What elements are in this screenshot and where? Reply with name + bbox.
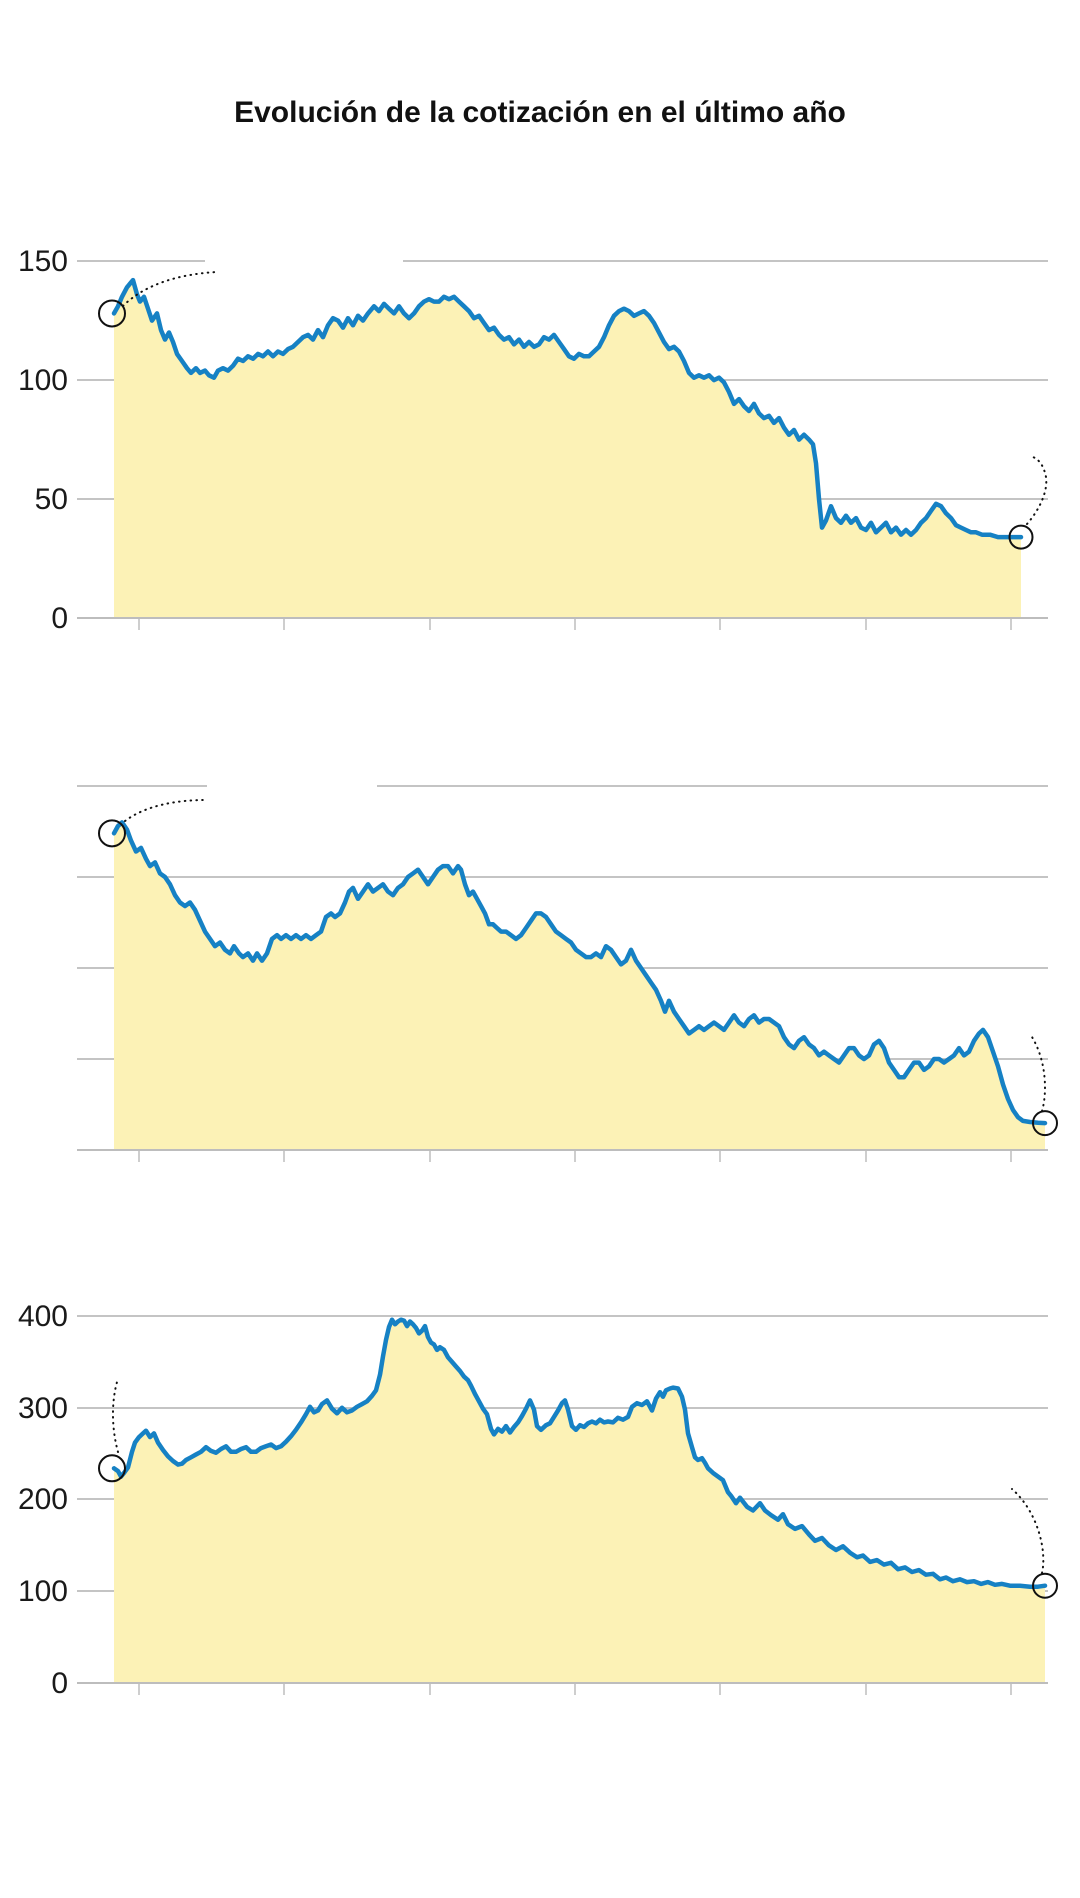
chart-2-line	[111, 820, 1048, 1126]
chart-1: 150 100 50 0	[18, 245, 1048, 635]
chart-3-end-marker	[1032, 1572, 1058, 1599]
chart-2-start-marker	[98, 819, 126, 848]
chart-3-y-axis-label: 400	[18, 1300, 68, 1333]
chart-3-y-axis-label: 300	[18, 1392, 68, 1425]
chart-1-y-axis-label: 100	[18, 364, 68, 397]
chart-3-end-callout-curve	[1011, 1488, 1045, 1574]
chart-3-area	[114, 1319, 1045, 1683]
chart-2-area	[114, 822, 1045, 1150]
chart-1-start-marker	[98, 299, 126, 328]
chart-3-y-axis-label: 0	[51, 1667, 68, 1700]
chart-1-y-axis-label: 50	[35, 483, 68, 516]
chart-3-y-axis-label: 200	[18, 1483, 68, 1516]
chart-2	[77, 785, 1058, 1162]
chart-2-end-marker	[1032, 1110, 1058, 1137]
page-title: Evolución de la cotización en el último …	[234, 96, 846, 129]
chart-3-start-callout-curve	[111, 1381, 119, 1453]
chart-3-line	[111, 1317, 1048, 1589]
chart-2-start-callout-curve	[124, 799, 207, 822]
chart-1-end-marker	[1008, 524, 1034, 550]
chart-3-start-marker	[98, 1454, 126, 1483]
chart-1-line	[111, 277, 1024, 540]
chart-3-y-axis-label: 100	[18, 1575, 68, 1608]
chart-1-y-axis-label: 0	[51, 602, 68, 635]
chart-3: 400 300 200 100 0	[18, 1300, 1058, 1700]
chart-1-end-callout-curve	[1026, 456, 1048, 525]
chart-2-end-callout-curve	[1031, 1036, 1046, 1112]
chart-1-area	[114, 280, 1021, 618]
chart-1-y-axis-label: 150	[18, 245, 68, 278]
